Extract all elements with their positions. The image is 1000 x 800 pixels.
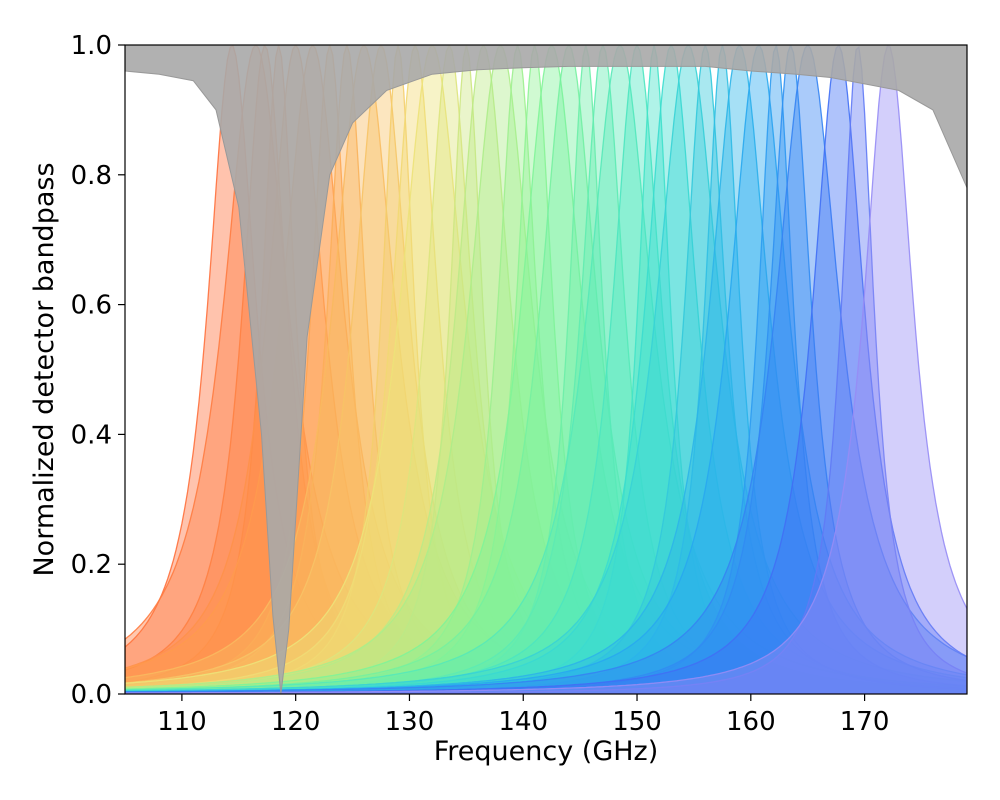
y-tick-label: 0.4 <box>71 420 112 450</box>
y-axis-label: Normalized detector bandpass <box>29 162 60 576</box>
bandpass-curve <box>125 45 967 694</box>
atmosphere-envelope-series <box>125 45 967 694</box>
plot-frame <box>124 44 968 695</box>
atmosphere-envelope <box>125 45 967 694</box>
y-tick-label: 0.6 <box>71 291 112 321</box>
x-axis: 110 120 130 140 150 160 170 <box>157 694 889 737</box>
detector-bandpass-series <box>125 45 967 694</box>
bandpass-curve <box>125 45 967 694</box>
y-tick-label: 0.8 <box>71 161 112 191</box>
bandpass-curve <box>125 45 967 694</box>
y-tick-label: 0.2 <box>71 550 112 580</box>
bandpass-curve <box>125 45 967 694</box>
y-tick-label: 0.0 <box>71 680 112 710</box>
x-axis-label: Frequency (GHz) <box>434 736 659 767</box>
x-tick-label: 170 <box>840 707 890 737</box>
x-tick-label: 130 <box>385 707 435 737</box>
bandpass-curve <box>125 45 967 694</box>
x-tick-label: 120 <box>271 707 321 737</box>
bandpass-curve <box>125 45 967 694</box>
x-tick-label: 110 <box>157 707 207 737</box>
y-tick-label: 1.0 <box>71 31 112 61</box>
y-axis: 0.0 0.2 0.4 0.6 0.8 1.0 <box>71 31 125 710</box>
x-tick-label: 160 <box>726 707 776 737</box>
x-tick-label: 150 <box>612 707 662 737</box>
x-tick-label: 140 <box>498 707 548 737</box>
bandpass-curve <box>125 45 967 694</box>
